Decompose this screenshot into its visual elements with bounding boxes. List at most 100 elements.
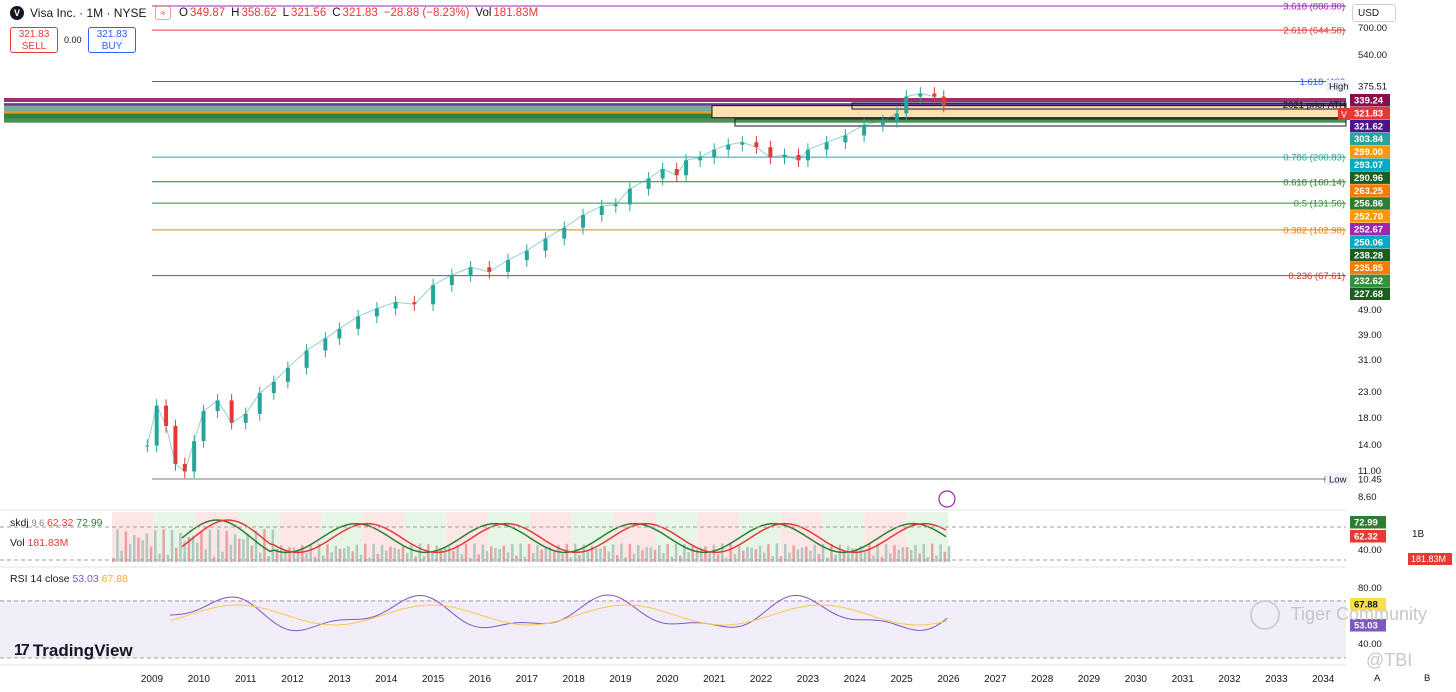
spread-value: 0.00 <box>64 35 82 45</box>
volume-bar <box>443 547 447 562</box>
volume-bar <box>343 548 346 562</box>
volume-bar <box>561 553 564 562</box>
close-key: C <box>332 7 341 19</box>
rsi-value-1: 53.03 <box>72 573 99 585</box>
volume-bar <box>393 547 396 562</box>
footer-a[interactable]: A <box>1374 673 1381 684</box>
rsi-tag-sma-bg <box>1350 598 1386 611</box>
high-value: 375.51 <box>1358 82 1387 93</box>
volume-bar <box>595 548 598 562</box>
volume-bar <box>926 557 930 562</box>
volume-bar <box>893 545 896 562</box>
price-tag-bg <box>1350 145 1390 159</box>
volume-bar <box>280 545 283 562</box>
highlight-box-2 <box>851 102 1347 110</box>
volume-bar <box>733 554 737 562</box>
volume-bar <box>742 550 745 562</box>
volume-bar <box>767 544 770 562</box>
legend-toggle-icon[interactable]: ≈ <box>155 6 171 20</box>
volume-bar <box>746 546 749 562</box>
low-key: L <box>282 7 290 19</box>
candle-body <box>356 316 361 329</box>
price-tag-bg <box>1350 171 1390 184</box>
volume-bar <box>813 544 816 562</box>
volume-bar <box>817 553 821 562</box>
price-tag: 321.62 <box>1354 121 1383 132</box>
volume-bar <box>490 546 493 562</box>
volume-bar <box>662 553 665 562</box>
skdj-label: skdj <box>10 517 29 529</box>
price-tag: 290.96 <box>1354 173 1383 184</box>
volume-bar <box>368 557 371 562</box>
skdj-tag-d-bg <box>1350 530 1386 543</box>
volume-bar <box>704 546 707 562</box>
volume-bar <box>196 542 199 562</box>
low-value: 321.56 <box>291 7 327 19</box>
volume-bar <box>653 549 657 562</box>
ohlc-legend: ≈ O 349.87 H 358.62 L 321.56 C 321.83 −28.88… <box>155 6 542 20</box>
symbol-header[interactable]: V Visa Inc. · 1M · NYSE <box>10 6 146 20</box>
volume-bar <box>296 549 300 562</box>
candle-body <box>145 445 150 447</box>
volume-bar <box>943 551 947 562</box>
footer-b[interactable]: B <box>1424 673 1431 684</box>
highlight-box-1 <box>711 105 1347 119</box>
volume-title[interactable]: Vol 181.83M <box>10 537 68 549</box>
volume-bar <box>712 544 716 562</box>
price-tag-bg <box>1350 261 1390 275</box>
volume-bar <box>931 543 934 562</box>
open-value: 349.87 <box>189 7 226 19</box>
volume-bar <box>666 543 669 562</box>
volume-bar <box>607 551 611 562</box>
rsi-label: RSI 14 close <box>10 573 70 585</box>
volume-bar <box>284 550 287 562</box>
volume-bar <box>855 548 858 562</box>
volume-bar <box>578 555 581 562</box>
buy-label: BUY <box>101 41 123 52</box>
volume-bar <box>473 543 476 562</box>
fib-label-7: 0.236 (67.61) <box>1288 271 1345 282</box>
buy-button[interactable]: 321.83 BUY <box>88 27 136 53</box>
currency-select[interactable]: USD <box>1352 4 1396 22</box>
volume-bar <box>670 556 674 562</box>
volume-bar <box>431 552 434 562</box>
candle-body <box>304 350 309 368</box>
skdj-title[interactable]: skdj 9 6 62.32 72.99 <box>10 517 103 529</box>
volume-bar <box>569 557 573 562</box>
volume-bar <box>553 550 556 562</box>
price-tag: 252.70 <box>1354 212 1383 223</box>
year-tick: 2028 <box>1031 674 1054 685</box>
tradingview-logo[interactable]: 17 TradingView <box>14 641 133 661</box>
volume-bar <box>628 543 632 562</box>
year-tick: 2016 <box>469 674 492 685</box>
price-tag-bg <box>1350 197 1390 210</box>
volume-bar <box>330 551 333 562</box>
price-axis-tick: 700.00 <box>1358 23 1387 34</box>
volume-bar <box>851 548 854 562</box>
year-tick: 2018 <box>563 674 586 685</box>
volume-bar <box>124 531 128 562</box>
candle-body <box>229 400 234 423</box>
price-axis-tick: 540.00 <box>1358 50 1387 61</box>
volume-bar <box>603 546 606 562</box>
volume-bar <box>183 541 186 562</box>
volume-bar <box>548 546 552 562</box>
volume-bar <box>317 543 321 562</box>
vol-label: Vol <box>10 537 25 549</box>
volume-bar <box>250 545 254 562</box>
rsi-title[interactable]: RSI 14 close 53.03 67.88 <box>10 573 128 585</box>
skdj-params: 9 6 <box>31 518 45 528</box>
volume-bar <box>158 553 161 562</box>
candle-body <box>726 144 731 150</box>
volume-bar <box>557 544 560 562</box>
candle-body <box>805 149 810 161</box>
volume-bar <box>901 547 905 562</box>
volume-bar <box>389 546 392 562</box>
rsi-sma-line <box>169 604 948 626</box>
low-label-bg <box>1326 473 1350 485</box>
vol-tag: 181.83M <box>1411 554 1446 564</box>
rsi-tag-rsi: 53.03 <box>1354 621 1378 632</box>
sell-button[interactable]: 321.83 SELL <box>10 27 58 53</box>
candle-body <box>182 463 187 472</box>
